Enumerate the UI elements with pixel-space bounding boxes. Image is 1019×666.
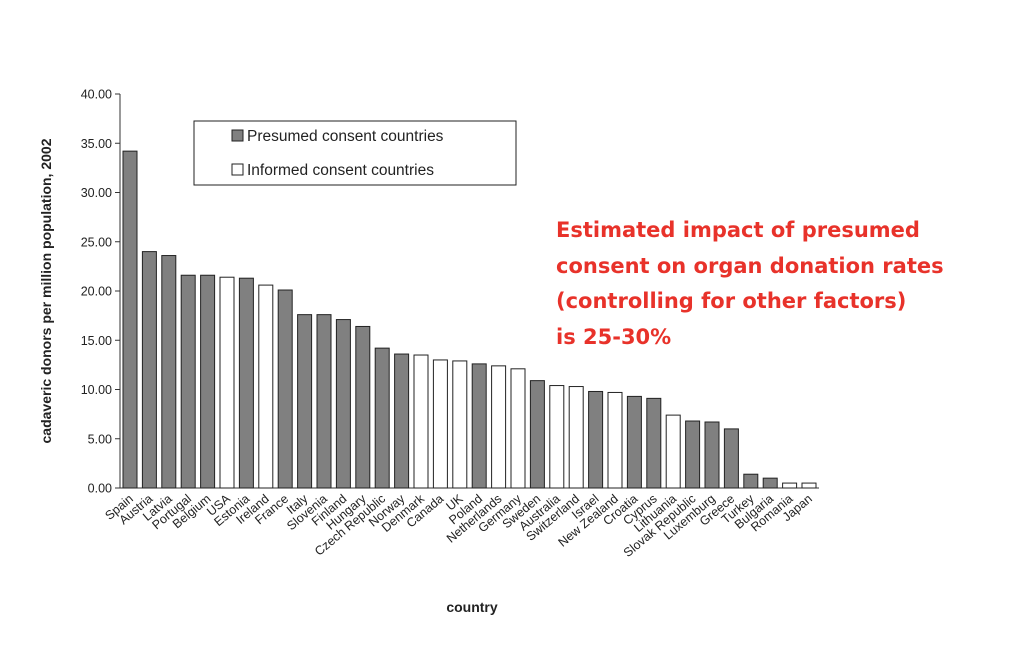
- legend-swatch-informed: [231, 163, 244, 176]
- bar-denmark: [413, 354, 429, 489]
- bar-czech-republic: [374, 347, 390, 489]
- y-tick-label: 25.00: [81, 235, 112, 249]
- bar-greece: [723, 428, 739, 489]
- y-tick-label: 40.00: [81, 88, 112, 102]
- bar-uk: [452, 360, 468, 489]
- y-tick-label: 35.00: [81, 137, 112, 151]
- bar-croatia: [626, 395, 642, 489]
- bar-poland: [471, 363, 487, 489]
- y-tick-label: 15.00: [81, 334, 112, 348]
- bar-switzerland: [568, 386, 584, 489]
- bar-romania: [782, 482, 798, 489]
- bar-usa: [219, 276, 235, 489]
- legend: Presumed consent countries Informed cons…: [193, 120, 517, 186]
- bar-hungary: [355, 325, 371, 489]
- bar-israel: [588, 390, 604, 489]
- bar-spain: [122, 150, 138, 489]
- legend-label-informed: Informed consent countries: [247, 162, 434, 179]
- bar-finland: [335, 319, 351, 489]
- bar-lithuania: [665, 414, 681, 489]
- bar-sweden: [529, 380, 545, 489]
- bar-estonia: [238, 277, 254, 489]
- bar-canada: [432, 359, 448, 489]
- y-axis-title: cadaveric donors per million population,…: [38, 138, 54, 443]
- bar-norway: [394, 353, 410, 489]
- bar-slovenia: [316, 314, 332, 489]
- legend-box: [193, 120, 517, 186]
- bar-portugal: [180, 274, 196, 489]
- y-tick-label: 5.00: [88, 432, 112, 446]
- bar-cyprus: [646, 397, 662, 489]
- y-tick-label: 0.00: [88, 482, 112, 496]
- y-tick-label: 20.00: [81, 285, 112, 299]
- bar-germany: [510, 368, 526, 489]
- bar-australia: [549, 385, 565, 489]
- y-axis: 0.00 5.00 10.00 15.00 20.00 25.00 30.00 35.00 40…: [81, 88, 121, 496]
- bar-bulgaria: [762, 477, 778, 489]
- bar-turkey: [743, 473, 759, 489]
- bar-netherlands: [491, 365, 507, 489]
- bar-france: [277, 289, 293, 489]
- bar-new-zealand: [607, 391, 623, 489]
- y-tick-label: 30.00: [81, 186, 112, 200]
- legend-swatch-presumed: [231, 129, 244, 142]
- x-tick-labels: SpainAustriaLatviaPortugalBelgiumUSAEsto…: [102, 491, 815, 560]
- bar-japan: [801, 482, 817, 489]
- bar-austria: [141, 251, 157, 489]
- annotation-text: Estimated impact of presumed consent on …: [556, 218, 944, 349]
- bar-italy: [297, 314, 313, 489]
- y-tick-label: 10.00: [81, 383, 112, 397]
- bar-slovak-republic: [685, 420, 701, 489]
- x-axis-title: country: [446, 599, 498, 615]
- bar-luxemburg: [704, 421, 720, 489]
- bar-latvia: [161, 255, 177, 489]
- bar-belgium: [200, 274, 216, 489]
- bar-ireland: [258, 284, 274, 489]
- bars: [122, 150, 817, 489]
- legend-label-presumed: Presumed consent countries: [247, 128, 444, 145]
